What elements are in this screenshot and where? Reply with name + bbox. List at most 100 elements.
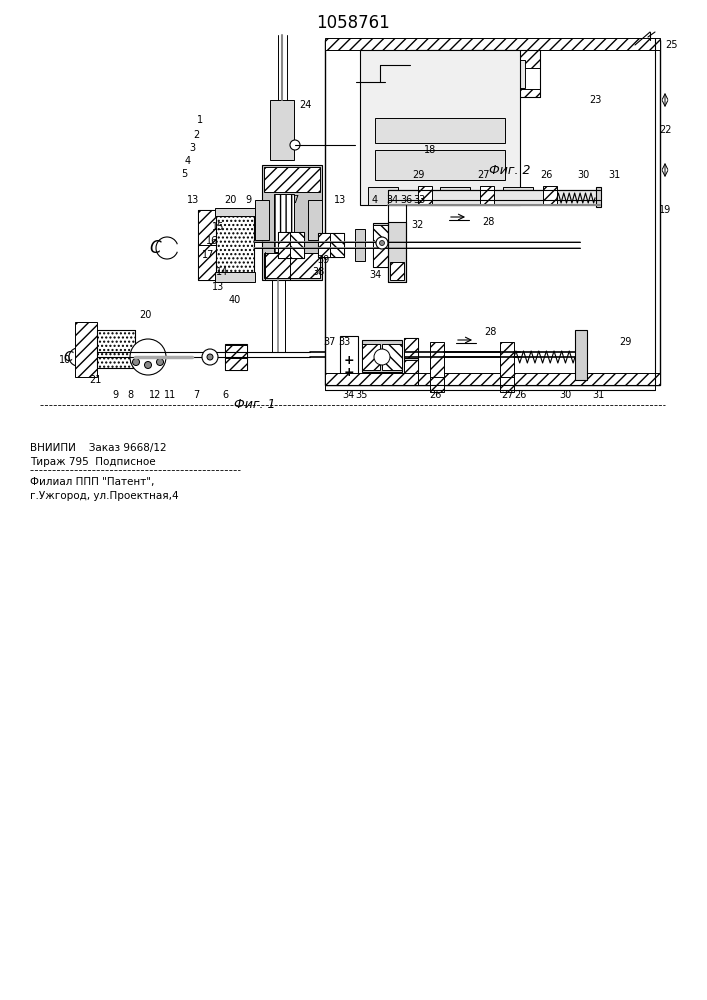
- Bar: [264, 167, 320, 192]
- Text: 17: 17: [201, 250, 214, 260]
- Bar: [440, 187, 470, 205]
- Text: 33: 33: [413, 195, 425, 205]
- Bar: [318, 233, 330, 257]
- Text: 13: 13: [187, 195, 199, 205]
- Bar: [216, 216, 254, 274]
- Text: 35: 35: [356, 390, 368, 400]
- Bar: [375, 118, 505, 143]
- Circle shape: [130, 339, 166, 375]
- Bar: [575, 330, 587, 380]
- Text: 31: 31: [608, 170, 620, 180]
- Text: 16: 16: [206, 236, 218, 246]
- Text: 2: 2: [193, 130, 199, 140]
- Text: 37: 37: [324, 337, 337, 347]
- Text: 15: 15: [212, 222, 224, 232]
- Text: 10: 10: [59, 355, 71, 365]
- Bar: [410, 50, 540, 97]
- Bar: [373, 225, 391, 247]
- Bar: [278, 232, 304, 258]
- Text: C: C: [149, 239, 160, 257]
- Bar: [325, 40, 660, 385]
- Circle shape: [380, 240, 385, 245]
- Text: 26: 26: [514, 390, 526, 400]
- Bar: [308, 200, 322, 240]
- Text: 29: 29: [619, 337, 631, 347]
- Bar: [480, 186, 494, 204]
- Text: 31: 31: [592, 390, 604, 400]
- Text: 22: 22: [659, 125, 671, 135]
- Bar: [225, 345, 247, 357]
- Text: 9: 9: [245, 195, 251, 205]
- Text: 9: 9: [112, 390, 118, 400]
- Bar: [97, 330, 135, 368]
- Circle shape: [374, 349, 390, 365]
- Text: 30: 30: [577, 170, 589, 180]
- Bar: [255, 200, 269, 240]
- Text: 28: 28: [481, 217, 494, 227]
- Text: 33: 33: [338, 337, 350, 347]
- Bar: [360, 50, 520, 205]
- Circle shape: [144, 361, 151, 368]
- Bar: [503, 187, 533, 205]
- Text: 29: 29: [411, 170, 424, 180]
- Bar: [278, 232, 290, 258]
- Bar: [325, 373, 423, 385]
- Text: 18: 18: [424, 145, 436, 155]
- Text: 32: 32: [411, 220, 424, 230]
- Text: Тираж 795  Подписное: Тираж 795 Подписное: [30, 457, 156, 467]
- Bar: [543, 186, 557, 204]
- Bar: [375, 150, 505, 180]
- Text: 1: 1: [197, 115, 203, 125]
- Text: 26: 26: [429, 390, 441, 400]
- Bar: [75, 322, 97, 377]
- Bar: [318, 233, 344, 257]
- Bar: [373, 247, 391, 267]
- Text: 5: 5: [181, 169, 187, 179]
- Text: 19: 19: [659, 205, 671, 215]
- Text: 4: 4: [185, 156, 191, 166]
- Bar: [198, 210, 216, 245]
- Text: 36: 36: [400, 195, 412, 205]
- Text: 20: 20: [224, 195, 236, 205]
- Bar: [404, 360, 418, 380]
- Text: 25: 25: [666, 40, 678, 50]
- Text: 4: 4: [372, 195, 378, 205]
- Bar: [388, 222, 406, 282]
- Text: +: +: [344, 354, 354, 366]
- Text: 23: 23: [589, 95, 601, 105]
- Bar: [225, 358, 247, 370]
- Text: 1058761: 1058761: [316, 14, 390, 32]
- Text: г.Ужгород, ул.Проектная,4: г.Ужгород, ул.Проектная,4: [30, 491, 179, 501]
- Text: 13: 13: [334, 195, 346, 205]
- Text: 21: 21: [89, 375, 101, 385]
- Bar: [355, 229, 365, 261]
- Bar: [264, 253, 320, 278]
- Bar: [225, 344, 247, 370]
- Circle shape: [202, 349, 218, 365]
- Text: 13: 13: [212, 282, 224, 292]
- Text: Фиг. 1: Фиг. 1: [234, 397, 276, 410]
- Text: 11: 11: [164, 390, 176, 400]
- Text: 34: 34: [386, 195, 398, 205]
- Bar: [290, 232, 304, 258]
- Circle shape: [290, 140, 300, 150]
- Text: 14: 14: [216, 267, 228, 277]
- Bar: [430, 377, 444, 392]
- Bar: [418, 186, 432, 204]
- Bar: [340, 336, 358, 378]
- Bar: [362, 340, 402, 372]
- Bar: [368, 187, 398, 205]
- Text: 38: 38: [312, 267, 324, 277]
- Text: 3: 3: [189, 143, 195, 153]
- Bar: [410, 89, 540, 97]
- Text: 27: 27: [477, 170, 489, 180]
- Bar: [216, 216, 254, 274]
- Text: 8: 8: [127, 390, 133, 400]
- Bar: [410, 50, 540, 68]
- Text: C: C: [63, 350, 73, 364]
- Bar: [430, 342, 444, 377]
- Bar: [330, 233, 344, 257]
- Text: 6: 6: [222, 390, 228, 400]
- Text: 24: 24: [299, 100, 311, 110]
- Bar: [373, 223, 391, 267]
